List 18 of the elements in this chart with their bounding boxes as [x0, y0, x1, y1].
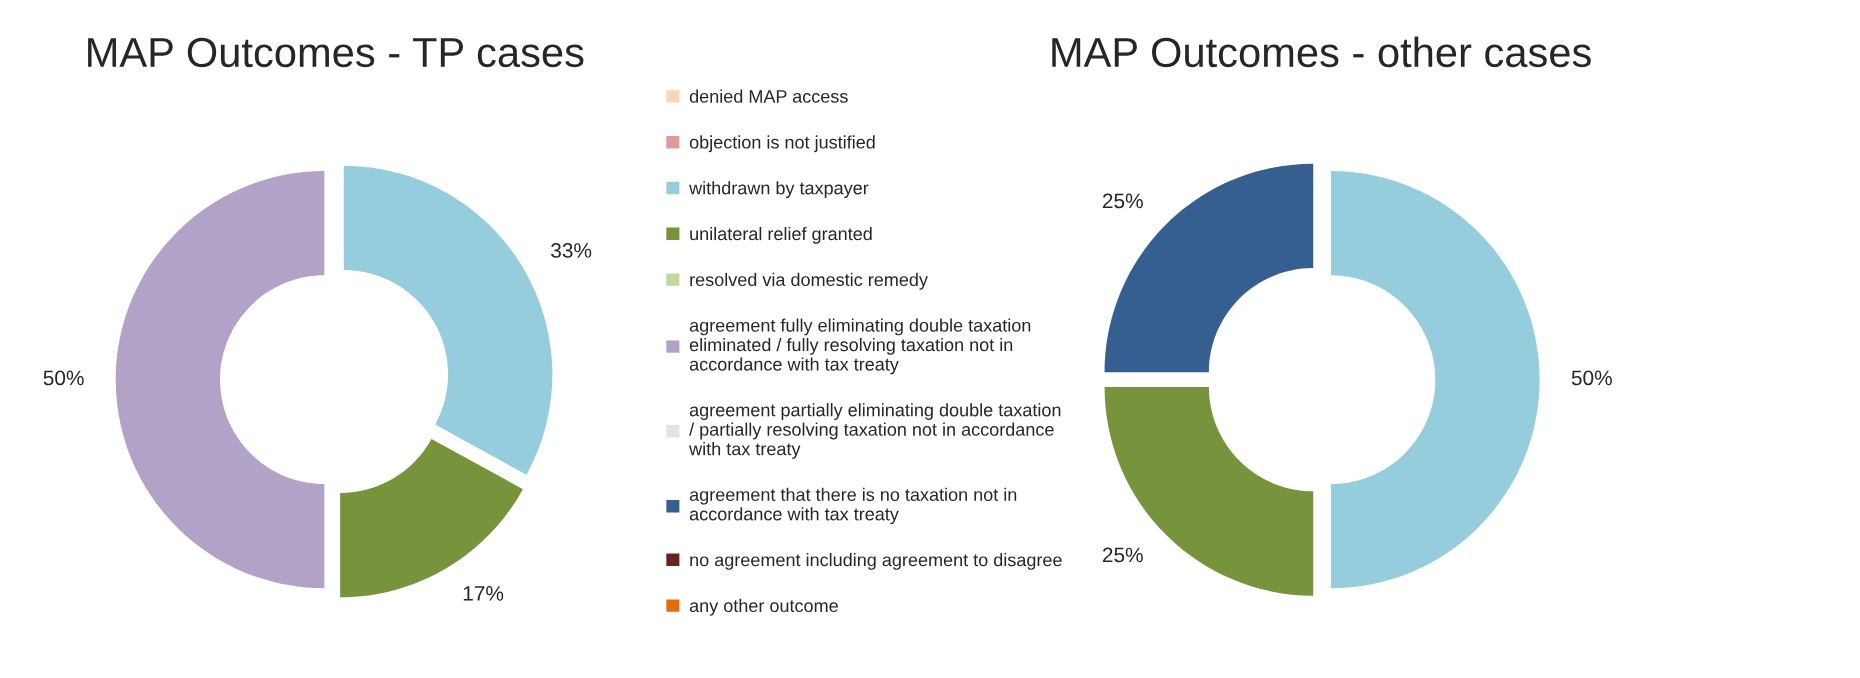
data-label: 25% — [1102, 193, 1143, 209]
legend-label: agreement partially eliminating double taxation / partially resolving taxation not in accordance with tax treaty — [689, 403, 1061, 459]
data-label: 17% — [463, 586, 504, 601]
legend-label: no agreement including agreement to disagree — [690, 553, 1062, 570]
legend-label: resolved via domestic remedy — [690, 272, 928, 290]
legend-label: any other outcome — [689, 598, 838, 616]
chart-title: MAP Outcomes - TP cases — [88, 37, 584, 68]
data-label: 50% — [43, 370, 84, 386]
legend-label: agreement that there is no taxation not in accordance with tax treaty — [689, 487, 1017, 525]
data-label: 33% — [551, 243, 592, 258]
data-label: 50% — [1571, 370, 1612, 386]
legend-label: unilateral relief granted — [690, 226, 872, 244]
legend-label: objection is not justified — [689, 135, 875, 153]
chart-title: MAP Outcomes - other cases — [1052, 36, 1591, 68]
data-label: 25% — [1102, 547, 1143, 563]
legend-label: agreement fully eliminating double taxation eliminated / fully resolving taxation not in accordance with tax treaty — [689, 318, 1031, 375]
legend-label: withdrawn by taxpayer — [689, 181, 869, 199]
legend-label: denied MAP access — [689, 89, 848, 103]
